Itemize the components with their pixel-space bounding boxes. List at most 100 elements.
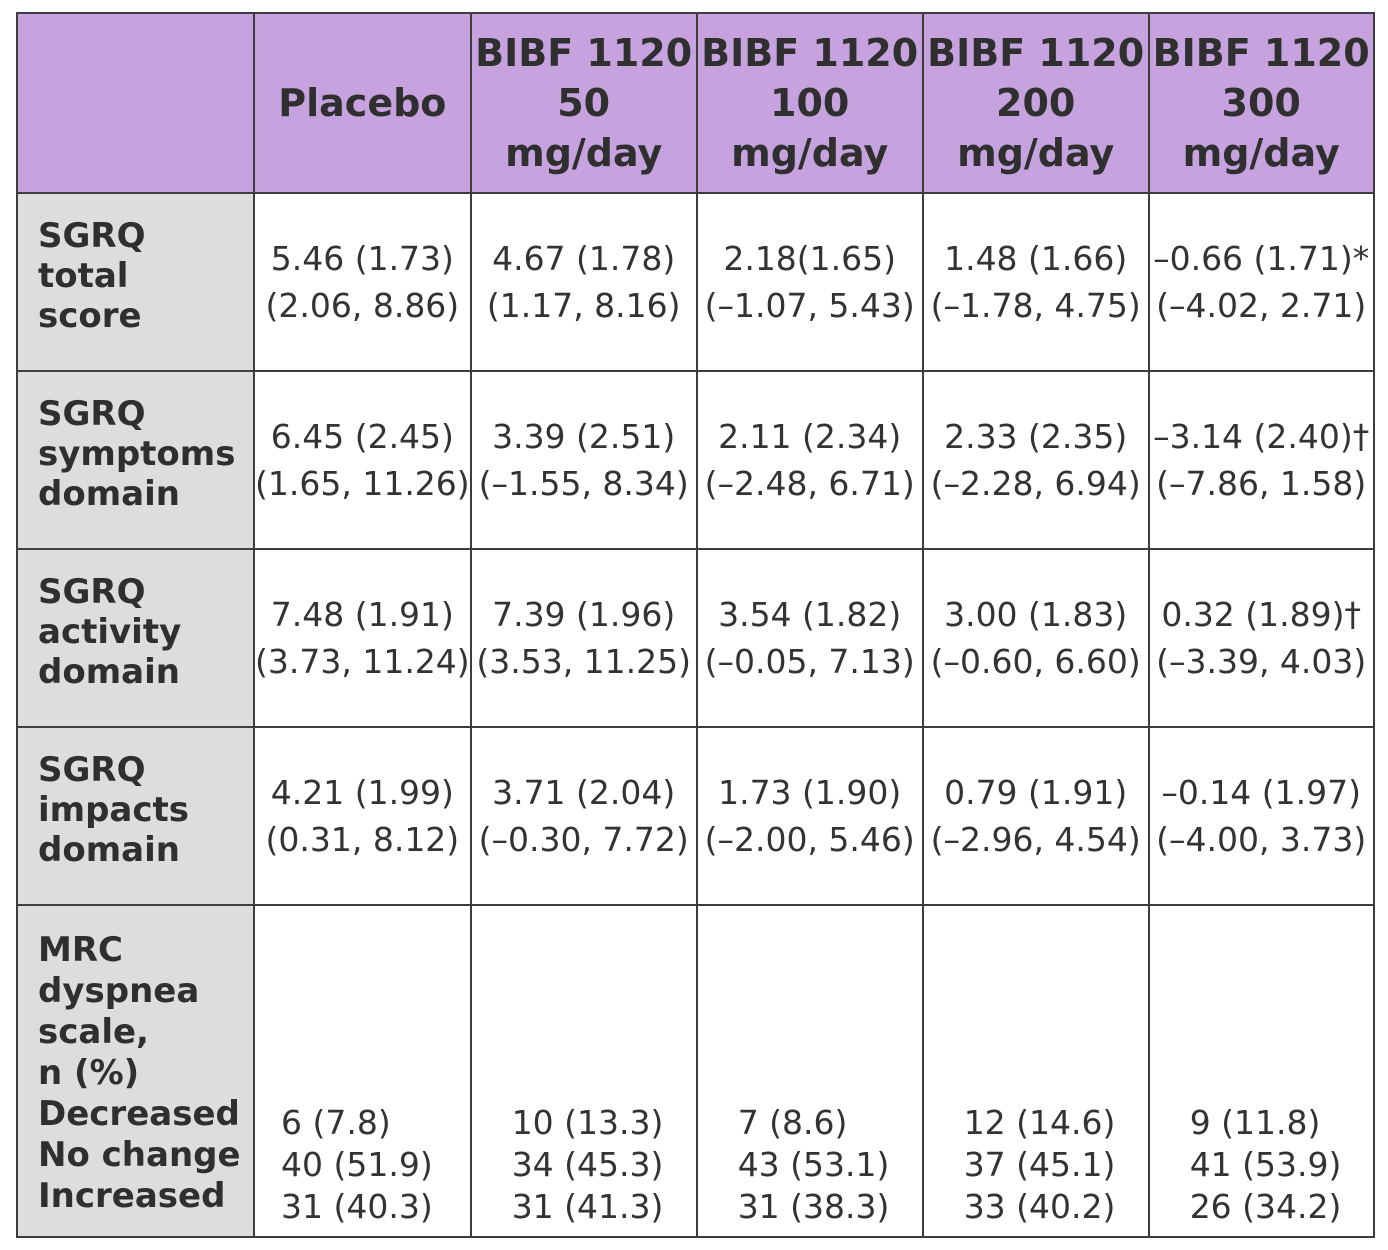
value-cell: 0.79 (1.91) (–2.96, 4.54) — [921, 726, 1150, 906]
table-row-mrc-dyspnea: MRC dyspnea scale, n (%) Decreased No ch… — [16, 904, 1375, 1238]
mean-se: 0.79 (1.91) — [944, 773, 1128, 812]
mean-se: 3.54 (1.82) — [718, 595, 902, 634]
row-label-cell: SGRQ symptoms domain — [16, 370, 255, 550]
ci-range: (–0.30, 7.72) — [478, 820, 689, 859]
mean-se: –3.14 (2.40)† — [1153, 417, 1370, 456]
mean-se: 2.11 (2.34) — [718, 417, 902, 456]
row-label-cell: MRC dyspnea scale, n (%) Decreased No ch… — [16, 904, 255, 1238]
header-placebo-line: Placebo — [278, 81, 447, 125]
count-no-change: 41 (53.9) — [1189, 1145, 1342, 1184]
value-cell: 3.00 (1.83) (–0.60, 6.60) — [921, 548, 1150, 728]
value-cell: –3.14 (2.40)† (–7.86, 1.58) — [1147, 370, 1375, 550]
row-label-line: Decreased — [38, 1094, 240, 1134]
ci-range: (–1.78, 4.75) — [930, 286, 1141, 325]
row-label-line: n (%) — [38, 1053, 140, 1093]
row-label-line: activity — [38, 612, 182, 652]
count-decreased: 10 (13.3) — [511, 1103, 664, 1142]
ci-range: (3.73, 11.24) — [255, 642, 470, 681]
row-label-line: domain — [38, 830, 180, 870]
row-label-line: score — [38, 296, 142, 336]
row-label-line: impacts — [38, 790, 190, 830]
mean-se: 1.73 (1.90) — [718, 773, 902, 812]
count-increased: 31 (38.3) — [737, 1187, 890, 1226]
value-cell: 9 (11.8) 41 (53.9) 26 (34.2) — [1147, 904, 1375, 1238]
row-label-cell: SGRQ impacts domain — [16, 726, 255, 906]
count-increased: 33 (40.2) — [963, 1187, 1116, 1226]
mean-se: 3.00 (1.83) — [944, 595, 1128, 634]
row-label-line: No change — [38, 1135, 241, 1175]
value-cell: –0.66 (1.71)* (–4.02, 2.71) — [1147, 192, 1375, 372]
count-increased: 31 (41.3) — [511, 1187, 664, 1226]
value-cell: 6 (7.8) 40 (51.9) 31 (40.3) — [253, 904, 472, 1238]
row-label-cell: SGRQ activity domain — [16, 548, 255, 728]
header-line: 200 — [996, 81, 1076, 125]
count-decreased: 6 (7.8) — [281, 1103, 391, 1142]
ci-range: (–0.05, 7.13) — [704, 642, 915, 681]
results-table: Placebo BIBF 1120 50 mg/day BIBF 1120 10… — [16, 12, 1375, 1238]
ci-range: (–2.00, 5.46) — [704, 820, 915, 859]
ci-range: (–2.96, 4.54) — [930, 820, 1141, 859]
value-cell: 6.45 (2.45) (1.65, 11.26) — [253, 370, 472, 550]
row-label-line: SGRQ — [38, 572, 146, 612]
ci-range: (1.17, 8.16) — [486, 286, 681, 325]
row-label-line: total — [38, 256, 129, 296]
mean-se: 4.21 (1.99) — [270, 773, 454, 812]
value-cell: 0.32 (1.89)† (–3.39, 4.03) — [1147, 548, 1375, 728]
row-label-line: scale, — [38, 1012, 149, 1052]
header-line: BIBF 1120 — [701, 31, 919, 75]
value-cell: 7.39 (1.96) (3.53, 11.25) — [469, 548, 698, 728]
count-no-change: 34 (45.3) — [511, 1145, 664, 1184]
table-row-sgrq-impacts: SGRQ impacts domain 4.21 (1.99) (0.31, 8.… — [16, 726, 1375, 906]
value-cell: 3.54 (1.82) (–0.05, 7.13) — [695, 548, 924, 728]
row-label-line: domain — [38, 652, 180, 692]
value-cell: 5.46 (1.73) (2.06, 8.86) — [253, 192, 472, 372]
value-cell: 7.48 (1.91) (3.73, 11.24) — [253, 548, 472, 728]
count-decreased: 7 (8.6) — [737, 1103, 848, 1142]
header-line: mg/day — [1182, 131, 1340, 175]
header-bibf-200: BIBF 1120 200 mg/day — [921, 12, 1150, 194]
mean-se: 3.71 (2.04) — [492, 773, 676, 812]
row-label-line: SGRQ — [38, 394, 146, 434]
header-bibf-50: BIBF 1120 50 mg/day — [469, 12, 698, 194]
value-cell: 2.33 (2.35) (–2.28, 6.94) — [921, 370, 1150, 550]
mean-se: 7.39 (1.96) — [492, 595, 676, 634]
ci-range: (0.31, 8.12) — [265, 820, 460, 859]
value-cell: 10 (13.3) 34 (45.3) 31 (41.3) — [469, 904, 698, 1238]
header-corner-cell — [16, 12, 255, 194]
header-line: 100 — [770, 81, 850, 125]
ci-range: (–7.86, 1.58) — [1156, 464, 1367, 503]
value-cell: –0.14 (1.97) (–4.00, 3.73) — [1147, 726, 1375, 906]
header-bibf-300: BIBF 1120 300 mg/day — [1147, 12, 1375, 194]
header-line: 300 — [1221, 81, 1301, 125]
count-increased: 31 (40.3) — [281, 1187, 433, 1226]
row-label-line: domain — [38, 474, 180, 514]
row-label-line: MRC — [38, 930, 123, 970]
mean-se: 2.18(1.65) — [723, 239, 897, 278]
count-no-change: 37 (45.1) — [963, 1145, 1116, 1184]
row-label-line: dyspnea — [38, 971, 200, 1011]
mean-se: 3.39 (2.51) — [492, 417, 676, 456]
ci-range: (2.06, 8.86) — [265, 286, 460, 325]
count-increased: 26 (34.2) — [1189, 1187, 1342, 1226]
table-row-sgrq-symptoms: SGRQ symptoms domain 6.45 (2.45) (1.65, 1… — [16, 370, 1375, 550]
value-cell: 12 (14.6) 37 (45.1) 33 (40.2) — [921, 904, 1150, 1238]
mean-se: –0.66 (1.71)* — [1153, 239, 1370, 278]
mean-se: 5.46 (1.73) — [270, 239, 454, 278]
mean-se: 2.33 (2.35) — [944, 417, 1128, 456]
header-line: BIBF 1120 — [1152, 31, 1370, 75]
value-cell: 4.67 (1.78) (1.17, 8.16) — [469, 192, 698, 372]
header-line: mg/day — [505, 131, 663, 175]
mean-se: 7.48 (1.91) — [270, 595, 454, 634]
row-label-line: SGRQ — [38, 216, 146, 256]
count-decreased: 12 (14.6) — [963, 1103, 1116, 1142]
value-cell: 3.39 (2.51) (–1.55, 8.34) — [469, 370, 698, 550]
ci-range: (3.53, 11.25) — [476, 642, 692, 681]
mean-se: 4.67 (1.78) — [492, 239, 676, 278]
value-cell: 2.11 (2.34) (–2.48, 6.71) — [695, 370, 924, 550]
value-cell: 4.21 (1.99) (0.31, 8.12) — [253, 726, 472, 906]
value-cell: 1.73 (1.90) (–2.00, 5.46) — [695, 726, 924, 906]
row-label-line: symptoms — [38, 434, 236, 474]
header-line: BIBF 1120 — [475, 31, 693, 75]
ci-range: (–1.55, 8.34) — [478, 464, 689, 503]
row-label-line: SGRQ — [38, 750, 146, 790]
